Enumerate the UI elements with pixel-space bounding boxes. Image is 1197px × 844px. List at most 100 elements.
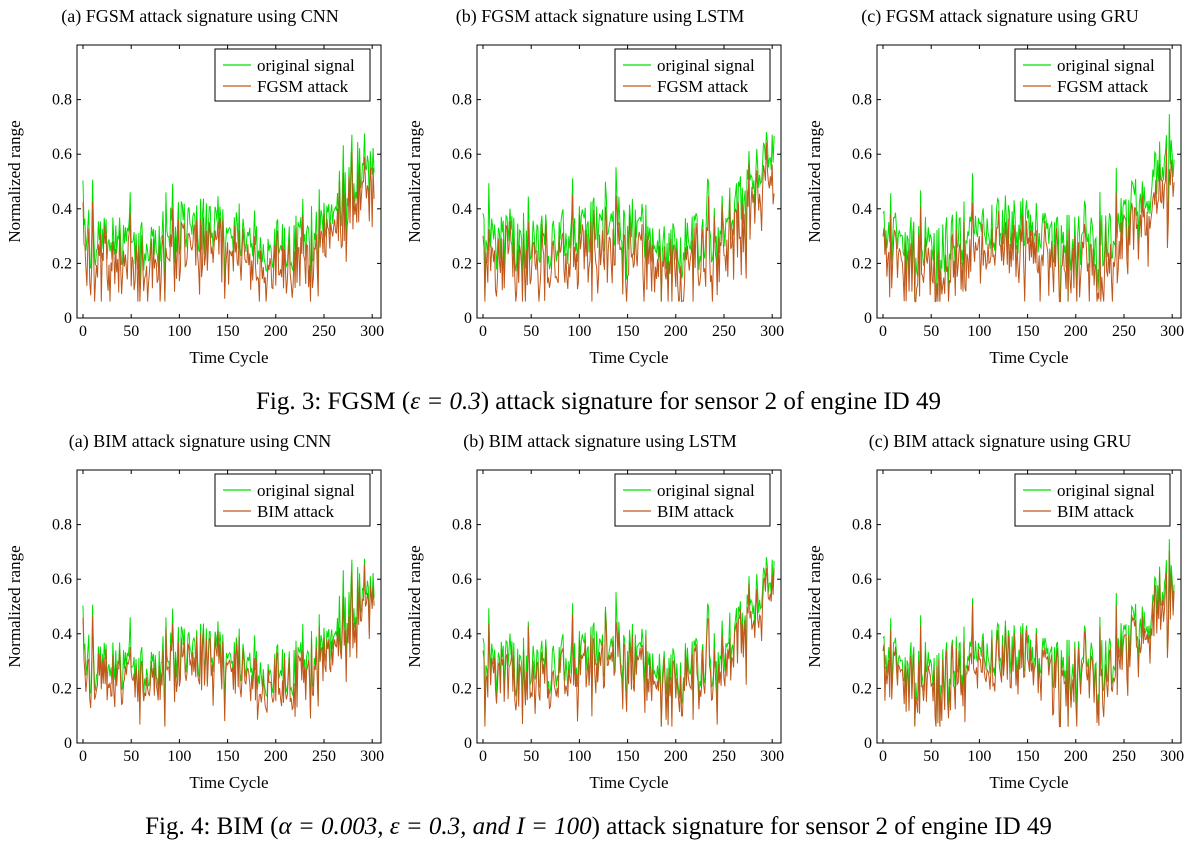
y-tick-label: 0.4	[52, 201, 72, 218]
x-axis-label: Time Cycle	[589, 773, 668, 792]
series-line-attack	[882, 550, 1175, 728]
x-tick-label: 300	[760, 323, 784, 340]
caption-post: ) attack signature for sensor 2 of engin…	[591, 813, 1052, 840]
x-tick-label: 200	[664, 323, 688, 340]
x-tick-label: 200	[264, 323, 288, 340]
legend-label: original signal	[257, 481, 355, 500]
x-tick-label: 150	[1016, 748, 1040, 765]
y-tick-label: 0.2	[852, 680, 872, 697]
legend-label: original signal	[257, 56, 355, 75]
caption-pre: Fig. 4: BIM (	[145, 813, 279, 840]
plot-frame	[876, 469, 1182, 744]
plot-frame	[876, 44, 1182, 319]
legend-box	[1014, 473, 1171, 527]
y-tick-label: 0.6	[852, 571, 872, 588]
series-line-attack	[482, 567, 775, 727]
plot-frame	[476, 44, 782, 319]
legend-label: original signal	[657, 56, 755, 75]
y-tick-label: 0	[464, 310, 472, 327]
x-axis-label: Time Cycle	[989, 348, 1068, 367]
series-line-original	[882, 114, 1175, 302]
legend-label: original signal	[657, 481, 755, 500]
legend-box	[614, 473, 771, 527]
x-tick-label: 50	[123, 748, 139, 765]
legend-box	[614, 48, 771, 102]
fig4-panel-cnn: (a) BIM attack signature using CNN 0 50 10…	[0, 430, 400, 810]
y-axis-label: Normalized range	[5, 545, 24, 667]
y-tick-label: 0	[64, 310, 72, 327]
x-tick-label: 150	[216, 323, 240, 340]
y-axis-label: Normalized range	[5, 120, 24, 242]
y-tick-label: 0.8	[452, 92, 472, 109]
y-tick-label: 0.6	[852, 146, 872, 163]
fig3-panel-gru: (c) FGSM attack signature using GRU 0 50 1…	[800, 5, 1197, 385]
x-tick-label: 300	[1160, 748, 1184, 765]
x-tick-label: 250	[312, 323, 336, 340]
series-line-original	[882, 539, 1175, 727]
legend-box	[1014, 48, 1171, 102]
y-tick-label: 0.8	[52, 92, 72, 109]
y-tick-label: 0.2	[452, 255, 472, 272]
x-tick-label: 0	[79, 323, 87, 340]
y-tick-label: 0	[864, 310, 872, 327]
y-axis-label: Normalized range	[805, 545, 824, 667]
y-tick-label: 0.4	[852, 626, 872, 643]
x-tick-label: 50	[923, 748, 939, 765]
y-axis-label: Normalized range	[805, 120, 824, 242]
legend-label: original signal	[1057, 481, 1155, 500]
caption-pre: Fig. 3: FGSM (	[256, 388, 411, 415]
legend-label: FGSM attack	[257, 77, 349, 96]
x-tick-label: 100	[967, 748, 991, 765]
y-tick-label: 0.2	[52, 680, 72, 697]
y-tick-label: 0.2	[852, 255, 872, 272]
legend-box	[214, 48, 371, 102]
x-tick-label: 300	[360, 748, 384, 765]
legend-box	[214, 473, 371, 527]
figure4-caption: Fig. 4: BIM (α = 0.003, ε = 0.3, and I =…	[0, 812, 1197, 842]
x-tick-label: 250	[712, 748, 736, 765]
x-tick-label: 0	[79, 748, 87, 765]
x-tick-label: 250	[1112, 748, 1136, 765]
x-tick-label: 0	[479, 748, 487, 765]
x-tick-label: 0	[879, 323, 887, 340]
x-tick-label: 100	[167, 323, 191, 340]
y-tick-label: 0	[864, 735, 872, 752]
chart-fig4-lstm: 0 50 100 150 200 250 300 0 0.2 0.4 0.6 0.8 Time Cycl…	[405, 469, 784, 792]
chart-fig3-cnn: 0 50 100 150 200 250 300 0 0.2 0.4 0.6 0.8 Time Cycl…	[5, 44, 384, 367]
plot-frame	[76, 469, 382, 744]
panel-title: (b) BIM attack signature using LSTM	[463, 431, 737, 451]
fig4-panel-gru: (c) BIM attack signature using GRU 0 50 10…	[800, 430, 1197, 810]
series-line-attack	[482, 142, 775, 303]
y-tick-label: 0.4	[852, 201, 872, 218]
x-tick-label: 50	[523, 323, 539, 340]
legend-label: BIM attack	[657, 502, 734, 521]
series-line-attack	[82, 151, 375, 302]
y-tick-label: 0	[464, 735, 472, 752]
x-axis-label: Time Cycle	[189, 773, 268, 792]
x-tick-label: 150	[1016, 323, 1040, 340]
series-line-original	[482, 556, 775, 727]
x-axis-label: Time Cycle	[189, 348, 268, 367]
y-tick-label: 0.8	[52, 517, 72, 534]
figure3-caption: Fig. 3: FGSM (ε = 0.3) attack signature …	[0, 387, 1197, 417]
x-tick-label: 50	[123, 323, 139, 340]
x-tick-label: 150	[216, 748, 240, 765]
x-tick-label: 150	[616, 748, 640, 765]
x-tick-label: 0	[479, 323, 487, 340]
x-tick-label: 200	[1064, 323, 1088, 340]
y-tick-label: 0.6	[452, 571, 472, 588]
x-tick-label: 200	[264, 748, 288, 765]
x-tick-label: 300	[360, 323, 384, 340]
y-tick-label: 0.4	[452, 626, 472, 643]
x-tick-label: 50	[923, 323, 939, 340]
x-tick-label: 250	[712, 323, 736, 340]
x-axis-label: Time Cycle	[589, 348, 668, 367]
series-line-original	[82, 558, 375, 725]
x-tick-label: 200	[1064, 748, 1088, 765]
y-axis-label: Normalized range	[405, 545, 424, 667]
x-tick-label: 100	[567, 323, 591, 340]
chart-fig4-gru: 0 50 100 150 200 250 300 0 0.2 0.4 0.6 0.8 Time Cycl…	[805, 469, 1184, 792]
x-axis-label: Time Cycle	[989, 773, 1068, 792]
panel-title: (b) FGSM attack signature using LSTM	[455, 6, 745, 26]
series-line-attack	[882, 149, 1175, 303]
